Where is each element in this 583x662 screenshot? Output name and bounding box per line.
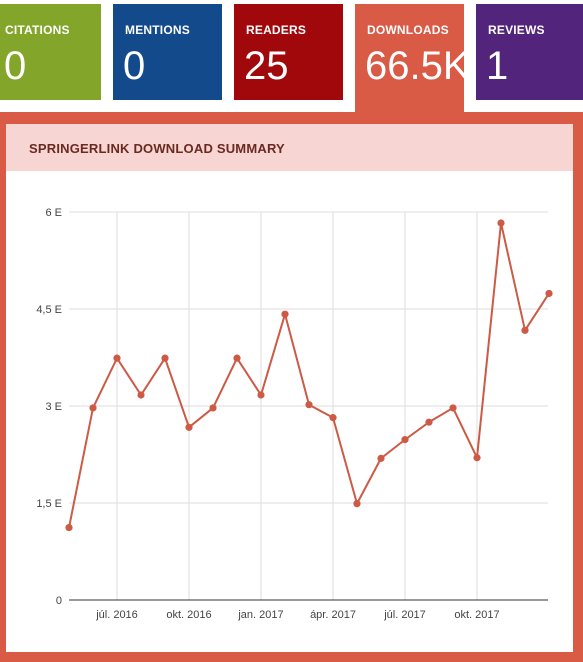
tile-downloads-value: 66.5K: [365, 44, 464, 88]
y-tick-label: 6 E: [45, 207, 62, 219]
y-tick-label: 1,5 E: [36, 498, 62, 510]
tile-readers-value: 25: [244, 44, 289, 88]
y-tick-label: 4,5 E: [36, 304, 62, 316]
tile-citations[interactable]: CITATIONS 0: [0, 4, 101, 100]
tile-downloads-label: DOWNLOADS: [367, 23, 449, 37]
data-point: [209, 404, 217, 412]
panel-header: SPRINGERLINK DOWNLOAD SUMMARY: [6, 124, 573, 171]
tile-readers[interactable]: READERS 25: [234, 4, 343, 100]
y-tick-label: 3 E: [45, 401, 62, 413]
download-line-chart: 0 1,5 E 3 E 4,5 E 6 E júl. 2016 okt. 2016 jan. …: [36, 207, 553, 621]
data-point: [377, 454, 385, 462]
data-point: [233, 354, 241, 362]
data-point: [401, 436, 409, 444]
data-point: [161, 354, 169, 362]
tile-reviews[interactable]: REVIEWS 1: [476, 4, 583, 100]
tile-readers-label: READERS: [246, 23, 307, 37]
downloads-panel: SPRINGERLINK DOWNLOAD SUMMARY 0 1,5 E 3 E 4…: [0, 112, 583, 662]
data-point: [521, 326, 529, 334]
data-point: [497, 219, 505, 227]
tile-downloads[interactable]: DOWNLOADS 66.5K: [355, 4, 464, 122]
data-point: [545, 289, 553, 298]
data-point: [353, 500, 361, 508]
data-point: [305, 401, 313, 409]
tile-reviews-value: 1: [486, 44, 509, 88]
x-tick-label: júl. 2017: [383, 609, 426, 621]
data-point: [281, 310, 289, 318]
data-point: [425, 418, 433, 426]
tile-mentions-value: 0: [123, 44, 146, 88]
data-point: [113, 354, 121, 362]
data-point: [473, 454, 481, 462]
y-tick-label: 0: [56, 595, 62, 607]
metric-tiles: CITATIONS 0 MENTIONS 0 READERS 25 DOWNLO…: [0, 0, 583, 122]
x-tick-label: jan. 2017: [237, 609, 283, 621]
tile-citations-label: CITATIONS: [5, 23, 70, 37]
data-point: [449, 404, 457, 412]
x-tick-label: júl. 2016: [95, 609, 138, 621]
data-point: [185, 423, 193, 431]
tile-citations-value: 0: [4, 44, 27, 88]
tile-mentions[interactable]: MENTIONS 0: [113, 4, 222, 100]
x-tick-label: okt. 2017: [454, 609, 499, 621]
tile-mentions-label: MENTIONS: [125, 23, 190, 37]
data-point: [329, 414, 337, 422]
x-tick-label: okt. 2016: [166, 609, 211, 621]
data-point: [257, 391, 265, 399]
data-point: [137, 391, 145, 399]
data-point: [65, 523, 73, 532]
data-point: [89, 404, 97, 412]
tile-reviews-label: REVIEWS: [488, 23, 545, 37]
x-tick-label: ápr. 2017: [310, 609, 356, 621]
panel-title: SPRINGERLINK DOWNLOAD SUMMARY: [29, 141, 285, 156]
downloads-panel-body: SPRINGERLINK DOWNLOAD SUMMARY 0 1,5 E 3 E 4…: [6, 124, 573, 652]
